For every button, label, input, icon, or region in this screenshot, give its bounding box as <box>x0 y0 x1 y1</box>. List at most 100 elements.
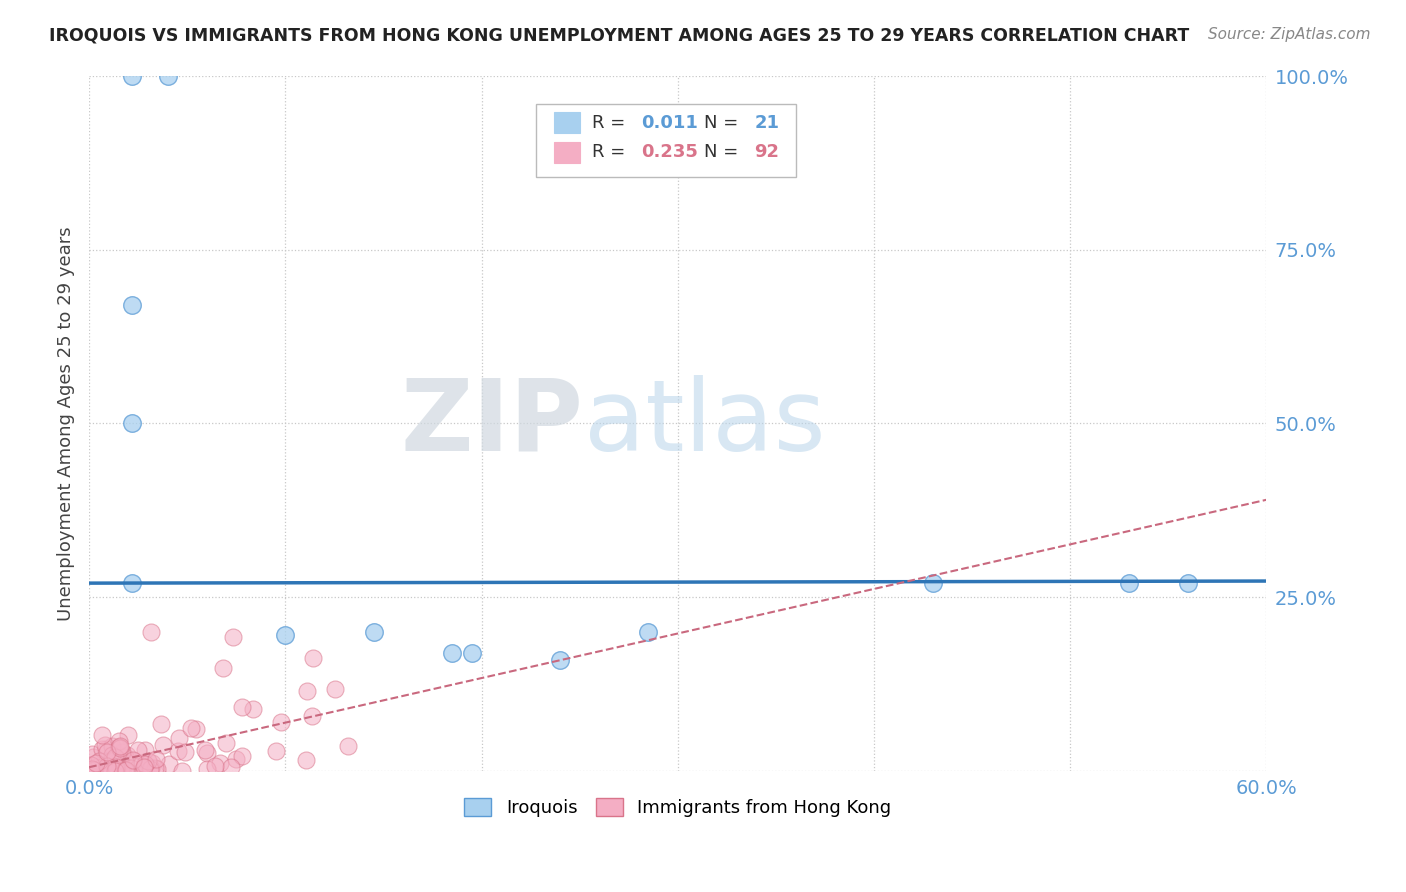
Point <box>274 628 297 642</box>
Point <box>270 715 292 730</box>
Point <box>231 699 253 714</box>
Point <box>149 717 172 731</box>
Point <box>107 756 129 771</box>
Point <box>180 722 202 736</box>
Point <box>169 731 191 745</box>
Point <box>221 760 243 774</box>
Point <box>146 762 169 776</box>
Point <box>132 760 155 774</box>
Point <box>132 760 155 774</box>
Point <box>96 758 118 772</box>
Point <box>1118 576 1140 591</box>
Point <box>363 624 385 639</box>
Point <box>84 756 107 770</box>
Point <box>1177 576 1199 591</box>
Point <box>212 661 235 675</box>
Point <box>104 750 127 764</box>
Point <box>138 762 160 776</box>
Point <box>80 758 103 772</box>
Point <box>108 753 131 767</box>
Text: R =: R = <box>592 113 626 131</box>
Point <box>121 69 143 83</box>
Point <box>548 652 571 666</box>
Point <box>121 417 143 431</box>
Point <box>121 298 143 312</box>
Point <box>108 739 131 753</box>
Point <box>91 728 114 742</box>
Point <box>170 764 193 778</box>
Point <box>100 747 122 762</box>
Point <box>186 722 208 736</box>
Point <box>922 576 945 591</box>
Point <box>295 753 318 767</box>
Y-axis label: Unemployment Among Ages 25 to 29 years: Unemployment Among Ages 25 to 29 years <box>58 226 75 621</box>
Point <box>105 759 128 773</box>
Point <box>100 761 122 775</box>
Point <box>108 740 131 755</box>
Point <box>195 746 218 760</box>
Text: 92: 92 <box>754 144 779 161</box>
Point <box>152 738 174 752</box>
Point <box>302 651 325 665</box>
Point <box>80 762 103 776</box>
Point <box>204 759 226 773</box>
Point <box>107 733 129 747</box>
Point <box>84 760 107 774</box>
Point <box>122 754 145 768</box>
Point <box>225 752 247 766</box>
Point <box>101 752 124 766</box>
Point <box>167 744 190 758</box>
Point <box>145 752 167 766</box>
Point <box>114 764 136 778</box>
Point <box>112 758 135 772</box>
Point <box>82 763 104 777</box>
Bar <box>554 112 581 133</box>
Point <box>111 745 134 759</box>
Point <box>221 630 243 644</box>
Point <box>121 576 143 591</box>
Point <box>80 763 103 777</box>
Point <box>145 761 167 775</box>
Point <box>297 684 319 698</box>
Point <box>141 756 163 770</box>
Point <box>82 750 104 764</box>
Point <box>301 708 323 723</box>
Point <box>174 745 197 759</box>
Point <box>139 624 162 639</box>
Point <box>110 764 132 778</box>
Point <box>337 739 360 754</box>
Point <box>323 681 346 696</box>
Point <box>215 736 238 750</box>
Point <box>242 702 264 716</box>
Point <box>87 754 110 768</box>
Point <box>157 756 180 771</box>
Point <box>134 743 156 757</box>
Point <box>83 763 105 777</box>
Text: R =: R = <box>592 144 626 161</box>
Text: 0.011: 0.011 <box>641 113 699 131</box>
Point <box>93 763 115 777</box>
Point <box>112 762 135 776</box>
Point <box>461 646 484 660</box>
Bar <box>554 142 581 163</box>
FancyBboxPatch shape <box>537 103 796 177</box>
Text: Source: ZipAtlas.com: Source: ZipAtlas.com <box>1208 27 1371 42</box>
Point <box>114 763 136 777</box>
Point <box>120 761 142 775</box>
Point <box>209 756 232 770</box>
Point <box>131 756 153 771</box>
Point <box>136 755 159 769</box>
Point <box>104 764 127 778</box>
Point <box>90 741 112 756</box>
Point <box>115 747 138 762</box>
Legend: Iroquois, Immigrants from Hong Kong: Iroquois, Immigrants from Hong Kong <box>457 790 898 824</box>
Point <box>104 763 127 777</box>
Point <box>96 760 118 774</box>
Point <box>89 761 111 775</box>
Text: 21: 21 <box>754 113 779 131</box>
Point <box>82 747 104 762</box>
Point <box>94 738 117 752</box>
Point <box>110 741 132 756</box>
Point <box>134 756 156 771</box>
Point <box>96 745 118 759</box>
